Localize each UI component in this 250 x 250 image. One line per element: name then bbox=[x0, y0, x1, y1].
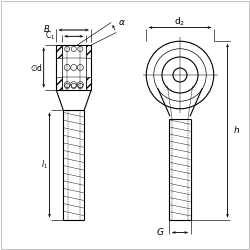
Bar bbox=[86, 45, 91, 58]
Text: C$_1$: C$_1$ bbox=[45, 30, 56, 42]
Bar bbox=[56, 78, 62, 90]
Bar bbox=[56, 45, 62, 58]
Text: d$_2$: d$_2$ bbox=[174, 15, 186, 28]
Text: $\emptyset$d: $\emptyset$d bbox=[30, 62, 42, 73]
Text: h: h bbox=[234, 126, 239, 135]
Text: B: B bbox=[44, 26, 50, 35]
Text: G: G bbox=[156, 228, 163, 237]
Text: $l_1$: $l_1$ bbox=[41, 159, 48, 171]
Text: $\alpha$: $\alpha$ bbox=[118, 18, 125, 27]
Bar bbox=[86, 78, 91, 90]
